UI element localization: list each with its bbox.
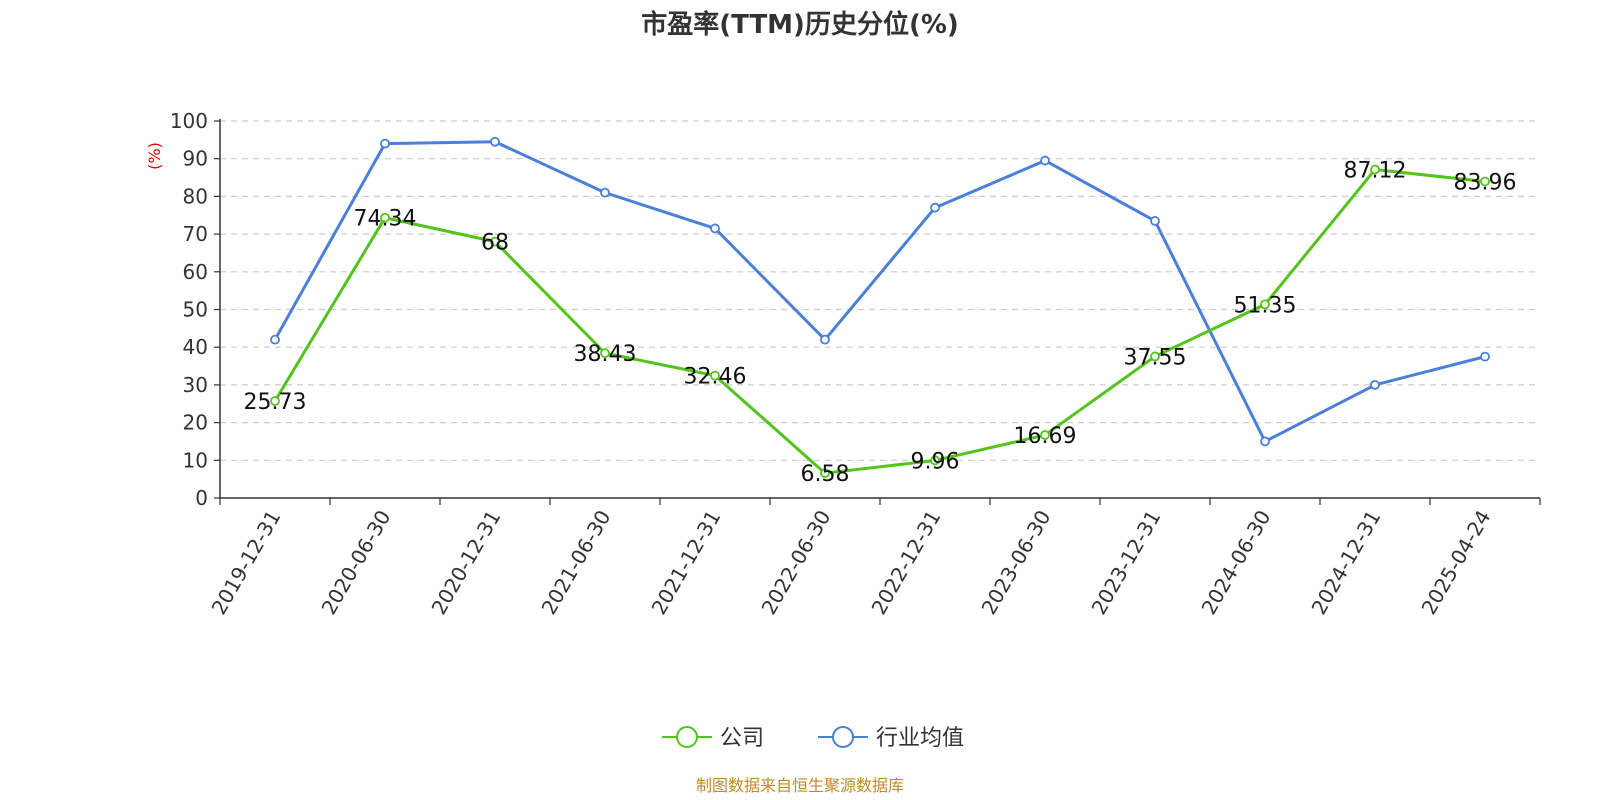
y-tick-label: 60 <box>183 260 208 284</box>
data-label: 38.43 <box>574 342 637 367</box>
data-point <box>930 202 940 213</box>
legend-item-0: 公司 <box>662 726 764 751</box>
series-line-1 <box>273 140 1486 443</box>
x-tick-label: 2023-06-30 <box>976 506 1055 619</box>
data-point <box>380 138 390 149</box>
data-point <box>1370 164 1380 175</box>
source-note: 制图数据来自恒生聚源数据库 <box>696 776 904 795</box>
x-tick-label: 2021-12-31 <box>646 506 725 619</box>
chart-title: 市盈率(TTM)历史分位(%) <box>641 9 959 40</box>
legend-marker <box>676 726 698 748</box>
data-point <box>1040 155 1050 166</box>
y-axis-label: (%) <box>145 142 164 170</box>
data-label: 16.69 <box>1014 424 1077 449</box>
x-tick-label: 2020-06-30 <box>316 506 395 619</box>
data-point <box>270 334 280 345</box>
data-point <box>1150 351 1160 362</box>
data-point <box>710 223 720 234</box>
data-label: 6.58 <box>801 462 850 487</box>
data-point <box>270 396 280 406</box>
data-label: 68 <box>481 231 509 256</box>
data-label: 51.35 <box>1234 293 1297 318</box>
data-point <box>380 212 390 223</box>
series-line-0 <box>273 168 1486 475</box>
x-tick-label: 2019-12-31 <box>206 506 285 619</box>
data-point <box>1260 299 1270 310</box>
x-tick-label: 2022-12-31 <box>866 506 945 619</box>
legend-label: 公司 <box>720 726 764 751</box>
x-tick-label: 2024-06-30 <box>1196 506 1275 619</box>
legend: 公司 行业均值 <box>662 726 964 751</box>
x-tick-label: 2020-12-31 <box>426 506 505 619</box>
data-point <box>600 348 610 359</box>
grid-lines <box>220 120 1540 461</box>
legend-marker <box>832 726 854 748</box>
data-label: 87.12 <box>1344 159 1407 184</box>
y-tick-label: 0 <box>195 486 208 510</box>
data-point <box>1260 436 1270 447</box>
data-point <box>1150 216 1160 226</box>
y-tick-label: 100 <box>170 109 208 133</box>
y-tick-label: 20 <box>183 411 208 435</box>
y-tick-label: 90 <box>183 147 208 171</box>
y-tick-label: 40 <box>183 335 208 359</box>
y-tick-label: 10 <box>183 448 208 472</box>
data-point <box>1040 430 1050 440</box>
data-labels: 25.73 74.34 68 38.43 32.46 6.58 9.96 16.69 37.55… <box>244 159 1517 488</box>
y-tick-label: 70 <box>183 222 208 246</box>
data-label: 74.34 <box>354 207 417 232</box>
x-tick-label: 2025-04-24 <box>1416 506 1495 619</box>
data-point <box>600 187 610 198</box>
data-point <box>1370 379 1380 390</box>
data-point <box>1480 176 1490 187</box>
data-point <box>820 334 830 345</box>
data-point <box>710 370 720 381</box>
y-tick-label: 50 <box>183 298 208 322</box>
series-layer <box>270 136 1490 479</box>
legend-label: 行业均值 <box>876 726 964 751</box>
x-tick-label: 2022-06-30 <box>756 506 835 619</box>
data-point <box>930 455 940 466</box>
x-tick-label: 2021-06-30 <box>536 506 615 619</box>
y-tick-label: 80 <box>183 184 208 208</box>
x-tick-label: 2024-12-31 <box>1306 506 1385 619</box>
legend-item-1: 行业均值 <box>818 726 964 751</box>
data-label: 83.96 <box>1454 170 1517 195</box>
data-point <box>490 236 500 247</box>
y-tick-label: 30 <box>183 373 208 397</box>
data-point <box>820 468 830 479</box>
x-tick-label: 2023-12-31 <box>1086 506 1165 619</box>
data-label: 32.46 <box>684 365 747 390</box>
data-point <box>1480 351 1490 362</box>
data-label: 9.96 <box>911 449 960 474</box>
data-label: 25.73 <box>244 390 307 415</box>
data-point <box>490 136 500 147</box>
axes: 0 10 20 30 40 50 60 70 80 90 100 2019-12-31 2020-06-… <box>170 109 1541 619</box>
data-label: 37.55 <box>1124 345 1187 370</box>
